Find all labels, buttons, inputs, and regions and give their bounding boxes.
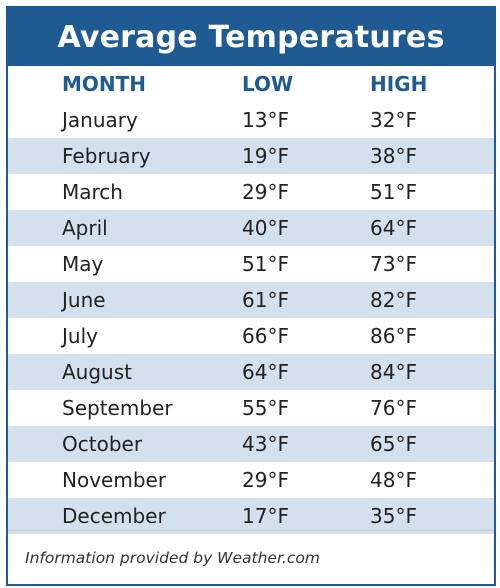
month-cell: September	[62, 396, 173, 420]
low-cell: 61°F	[242, 288, 289, 312]
month-cell: August	[62, 360, 132, 384]
table-row: November 29°F 48°F	[8, 462, 494, 498]
high-cell: 64°F	[370, 216, 417, 240]
month-cell: January	[62, 108, 138, 132]
table-row: June 61°F 82°F	[8, 282, 494, 318]
table-row: October 43°F 65°F	[8, 426, 494, 462]
high-cell: 38°F	[370, 144, 417, 168]
high-cell: 73°F	[370, 252, 417, 276]
high-cell: 51°F	[370, 180, 417, 204]
table-row: December 17°F 35°F	[8, 498, 494, 534]
low-cell: 51°F	[242, 252, 289, 276]
high-cell: 76°F	[370, 396, 417, 420]
low-cell: 66°F	[242, 324, 289, 348]
high-cell: 84°F	[370, 360, 417, 384]
month-cell: February	[62, 144, 151, 168]
table-row: January 13°F 32°F	[8, 102, 494, 138]
month-cell: March	[62, 180, 123, 204]
month-cell: July	[62, 324, 98, 348]
low-cell: 19°F	[242, 144, 289, 168]
month-cell: November	[62, 468, 167, 492]
high-cell: 86°F	[370, 324, 417, 348]
table-header-row: MONTH LOW HIGH	[8, 66, 494, 102]
low-cell: 55°F	[242, 396, 289, 420]
month-cell: May	[62, 252, 104, 276]
table-row: March 29°F 51°F	[8, 174, 494, 210]
table-row: May 51°F 73°F	[8, 246, 494, 282]
low-cell: 29°F	[242, 468, 289, 492]
table-row: August 64°F 84°F	[8, 354, 494, 390]
high-cell: 82°F	[370, 288, 417, 312]
low-cell: 40°F	[242, 216, 289, 240]
low-cell: 13°F	[242, 108, 289, 132]
low-cell: 43°F	[242, 432, 289, 456]
table-row: April 40°F 64°F	[8, 210, 494, 246]
month-cell: June	[62, 288, 106, 312]
table-row: September 55°F 76°F	[8, 390, 494, 426]
low-cell: 64°F	[242, 360, 289, 384]
high-cell: 32°F	[370, 108, 417, 132]
table-row: July 66°F 86°F	[8, 318, 494, 354]
card-title: Average Temperatures	[8, 8, 494, 66]
month-cell: October	[62, 432, 143, 456]
temperature-table: MONTH LOW HIGH January 13°F 32°F Februar…	[8, 66, 494, 534]
low-cell: 29°F	[242, 180, 289, 204]
table-row: February 19°F 38°F	[8, 138, 494, 174]
month-cell: April	[62, 216, 108, 240]
high-cell: 35°F	[370, 504, 417, 528]
header-low: LOW	[242, 72, 294, 96]
header-month: MONTH	[62, 72, 147, 96]
month-cell: December	[62, 504, 166, 528]
high-cell: 65°F	[370, 432, 417, 456]
temperature-card: Average Temperatures MONTH LOW HIGH Janu…	[6, 6, 496, 586]
low-cell: 17°F	[242, 504, 289, 528]
header-high: HIGH	[370, 72, 428, 96]
source-note: Information provided by Weather.com	[8, 530, 494, 584]
high-cell: 48°F	[370, 468, 417, 492]
